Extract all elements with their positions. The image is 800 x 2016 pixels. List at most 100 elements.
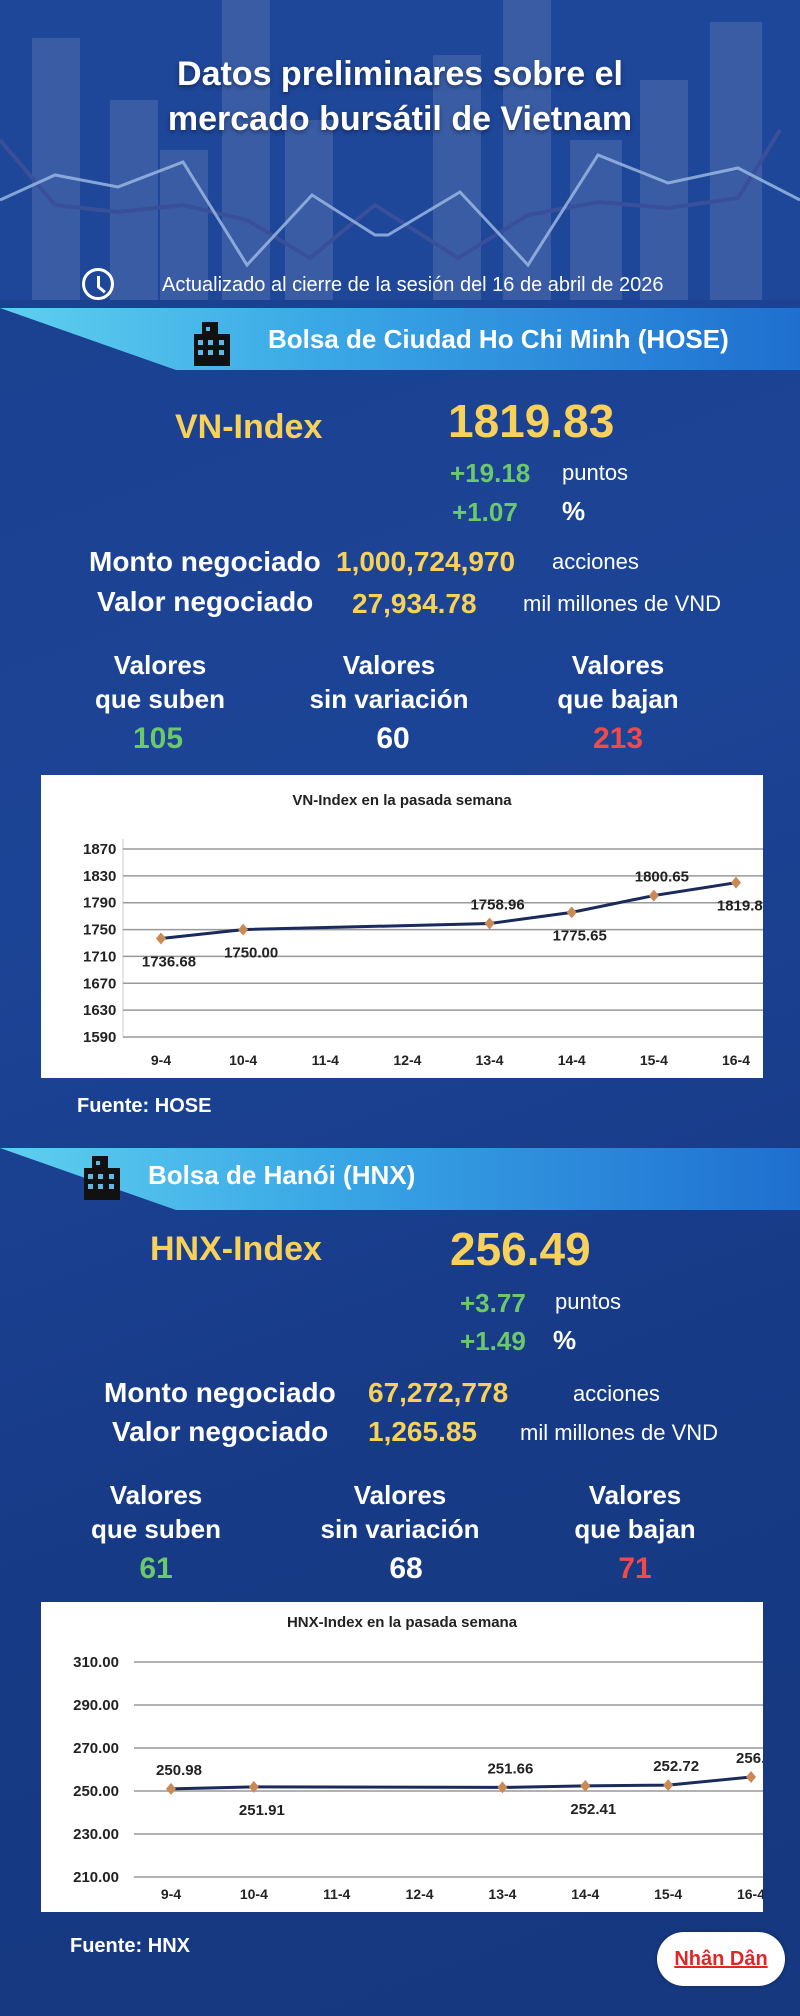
data-point [580,1779,591,1792]
x-tick-label: 14-4 [558,1052,586,1068]
change-points: +3.77 [460,1288,526,1318]
change-points: +19.18 [450,458,531,488]
chart-title: VN-Index en la pasada semana [292,792,512,809]
x-tick-label: 10-4 [240,1886,268,1902]
points-unit: puntos [555,1289,622,1314]
y-tick-label: 310.00 [73,1654,119,1671]
data-label: 252.41 [570,1801,616,1818]
data-label: 1736.68 [142,954,196,971]
y-tick-label: 270.00 [73,1740,119,1757]
building-icon [194,322,230,366]
data-label: 251.66 [487,1760,533,1777]
data-point [484,917,495,930]
x-tick-label: 16-4 [722,1052,750,1068]
y-tick-label: 250.00 [73,1783,119,1800]
percent-unit: % [562,496,586,526]
y-tick-label: 210.00 [73,1869,119,1886]
down-stat-label: Valores que bajan [557,650,679,714]
change-percent: +1.49 [460,1326,526,1356]
volume-unit: acciones [573,1381,660,1406]
volume-value: 1,000,724,970 [336,546,516,577]
data-point [238,923,249,936]
x-tick-label: 12-4 [393,1052,421,1068]
x-tick-label: 14-4 [571,1886,599,1902]
up-count: 61 [139,1552,173,1585]
hero-banner [0,0,800,300]
series-line [170,1775,752,1791]
data-label: 1819.83 [717,898,763,915]
title-line: Datos preliminares sobre el [177,55,623,93]
building-icon [84,1156,120,1200]
y-tick-label: 290.00 [73,1697,119,1714]
value-unit: mil millones de VND [520,1420,719,1445]
value-value: 1,265.85 [368,1416,477,1447]
x-tick-label: 12-4 [406,1886,434,1902]
data-label: 1758.96 [470,897,524,914]
points-unit: puntos [562,460,629,485]
down-stat-label: Valores que bajan [574,1480,696,1544]
y-tick-label: 1750 [83,922,116,939]
x-tick-label: 10-4 [229,1052,257,1068]
page-title: Datos preliminares sobre el mercado burs… [0,52,800,142]
data-label: 1775.65 [553,927,607,944]
data-point [731,876,741,889]
updated-text: Actualizado al cierre de la sesión del 1… [162,274,664,296]
value-value: 27,934.78 [352,588,477,619]
hnx-index-value: 256.49 [450,1223,591,1275]
data-point [648,889,659,902]
x-tick-label: 13-4 [488,1886,516,1902]
percent-unit: % [553,1325,577,1355]
data-label: 1800.65 [635,869,689,886]
x-tick-label: 9-4 [151,1052,171,1068]
x-tick-label: 13-4 [476,1052,504,1068]
data-point [156,932,166,945]
x-tick-label: 11-4 [323,1886,350,1902]
data-label: 1750.00 [224,945,278,962]
value-label: Valor negociado [97,586,314,617]
hnx-index-chart: HNX-Index en la pasada semana 310.00 290.0… [41,1602,763,1912]
volume-label: Monto negociado [104,1377,336,1408]
data-point [746,1771,756,1784]
change-percent: +1.07 [452,497,518,527]
x-tick-label: 11-4 [312,1052,339,1068]
data-label: 252.72 [653,1758,699,1775]
volume-value: 67,272,778 [368,1377,509,1408]
series-line [160,881,737,941]
hose-source: Fuente: HOSE [77,1095,212,1117]
hnx-index-label: HNX-Index [150,1230,322,1268]
clock-icon [82,268,114,300]
vn-index-label: VN-Index [175,408,323,446]
value-label: Valor negociado [112,1416,329,1447]
up-stat-label: Valores que suben [90,1480,221,1544]
up-stat-label: Valores que suben [94,650,225,714]
title-line: mercado bursátil de Vietnam [167,100,633,138]
y-tick-label: 230.00 [73,1826,119,1843]
flat-count: 60 [376,722,410,755]
y-tick-label: 1670 [83,975,116,992]
volume-unit: acciones [552,549,639,574]
nhan-dan-logo: Nhân Dân [657,1932,785,1986]
y-tick-label: 1710 [83,948,116,965]
data-label: 250.98 [156,1762,202,1779]
chart-title: HNX-Index en la pasada semana [287,1614,518,1631]
hose-banner-title: Bolsa de Ciudad Ho Chi Minh (HOSE) [268,324,729,354]
data-point [248,1780,259,1793]
data-label: 251.91 [239,1802,285,1819]
hnx-source: Fuente: HNX [70,1935,190,1957]
vn-index-value: 1819.83 [448,395,615,447]
x-tick-label: 15-4 [640,1052,668,1068]
volume-label: Monto negociado [89,546,321,577]
y-tick-label: 1790 [83,895,116,912]
y-tick-label: 1830 [83,868,116,885]
up-count: 105 [132,722,184,755]
x-tick-label: 9-4 [161,1886,181,1902]
y-tick-label: 1870 [83,841,116,858]
data-label: 256.49 [736,1750,763,1767]
data-point [663,1779,674,1792]
flat-count: 68 [389,1552,423,1585]
value-unit: mil millones de VND [523,591,722,616]
x-tick-label: 16-4 [737,1886,763,1902]
down-count: 71 [618,1552,652,1585]
x-tick-label: 15-4 [654,1886,682,1902]
y-tick-label: 1590 [83,1029,116,1046]
